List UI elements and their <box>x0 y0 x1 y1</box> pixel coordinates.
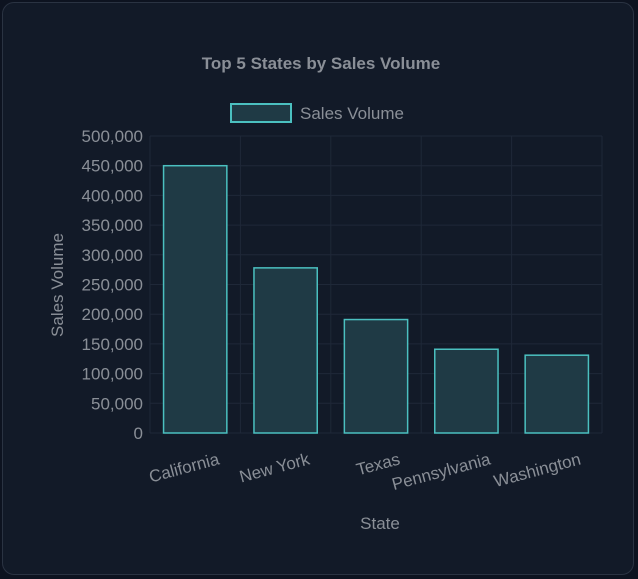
chart-title: Top 5 States by Sales Volume <box>202 54 440 73</box>
y-tick-label: 150,000 <box>82 335 143 354</box>
y-axis-title: Sales Volume <box>48 233 67 337</box>
x-tick-label: New York <box>237 449 312 486</box>
legend[interactable]: Sales Volume <box>230 103 404 123</box>
bars <box>162 164 590 434</box>
legend-label: Sales Volume <box>300 104 404 123</box>
y-tick-label: 450,000 <box>82 157 143 176</box>
bar-california[interactable] <box>162 164 228 434</box>
bar-new-york[interactable] <box>253 267 318 434</box>
y-tick-label: 500,000 <box>82 127 143 146</box>
y-tick-label: 350,000 <box>82 216 143 235</box>
x-tick-label: Pennsylvania <box>390 449 493 494</box>
legend-swatch <box>230 103 292 123</box>
bar-texas[interactable] <box>343 318 409 434</box>
x-tick-label: California <box>147 449 222 486</box>
y-tick-label: 300,000 <box>82 246 143 265</box>
y-tick-label: 400,000 <box>82 186 143 205</box>
bar-pennsylvania[interactable] <box>434 348 499 434</box>
bar-washington[interactable] <box>524 354 590 434</box>
y-tick-label: 250,000 <box>82 276 143 295</box>
y-tick-label: 100,000 <box>82 365 143 384</box>
x-axis-title: State <box>360 514 400 533</box>
y-tick-label: 50,000 <box>91 394 143 413</box>
x-tick-label: Washington <box>492 450 583 491</box>
y-tick-label: 200,000 <box>82 305 143 324</box>
y-axis-ticks: 0 50,000 100,000 150,000 200,000 250,000 300,0… <box>82 127 143 443</box>
y-tick-label: 0 <box>134 424 143 443</box>
